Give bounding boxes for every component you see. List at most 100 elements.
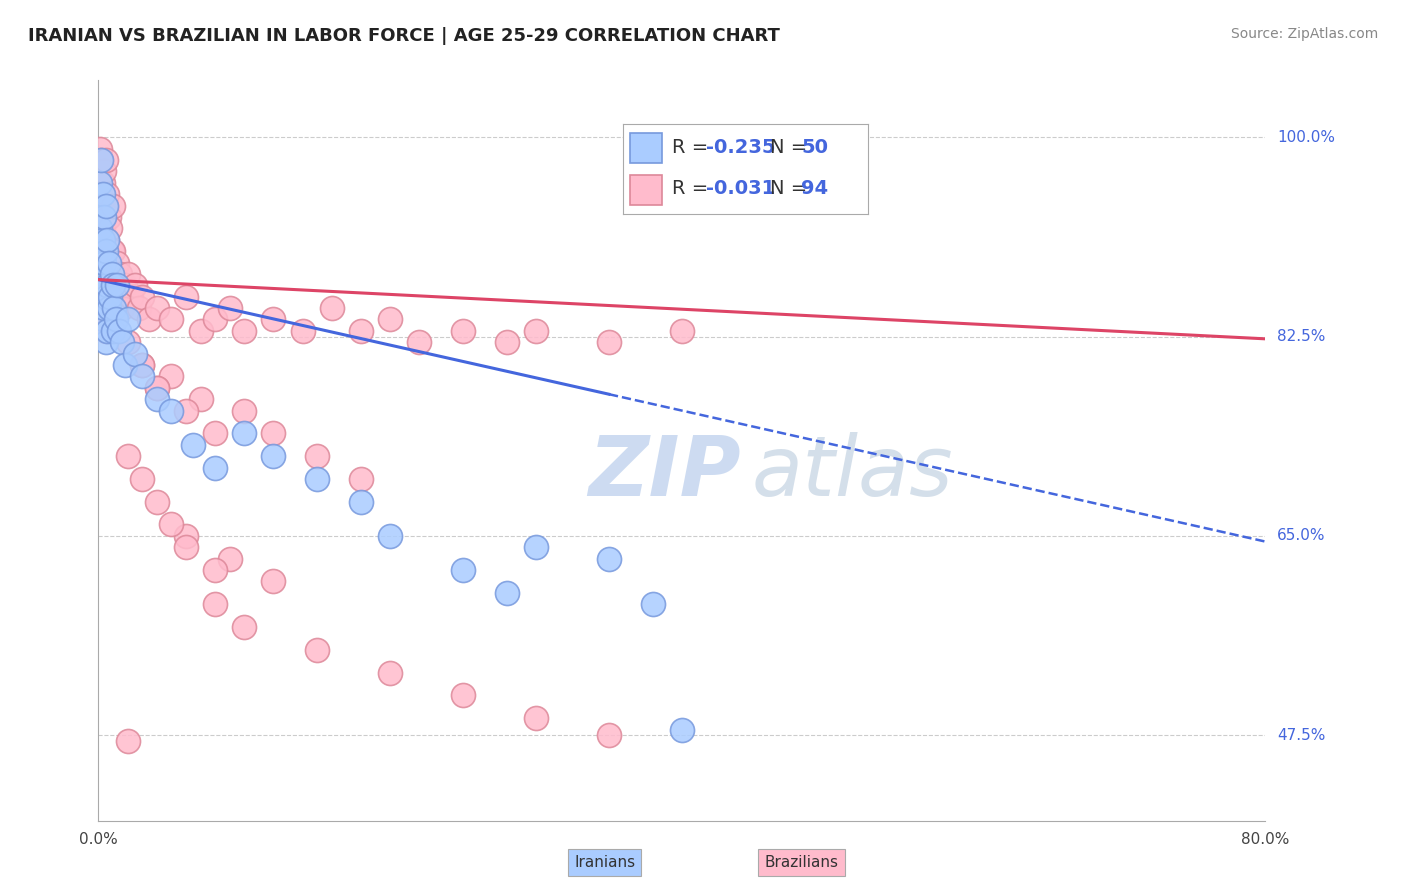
Point xyxy=(103,267,125,281)
Point xyxy=(204,563,226,577)
Point xyxy=(671,723,693,737)
Text: IRANIAN VS BRAZILIAN IN LABOR FORCE | AGE 25-29 CORRELATION CHART: IRANIAN VS BRAZILIAN IN LABOR FORCE | AG… xyxy=(28,27,780,45)
Point xyxy=(174,290,197,304)
Point xyxy=(146,381,169,395)
Point xyxy=(380,665,402,680)
Point xyxy=(100,244,122,259)
Point xyxy=(91,187,114,202)
Point xyxy=(233,324,256,338)
Point xyxy=(98,267,121,281)
Point xyxy=(94,244,117,259)
Point xyxy=(101,244,124,259)
Point xyxy=(671,324,693,338)
Point xyxy=(451,689,474,703)
Point xyxy=(110,267,132,281)
Point xyxy=(108,324,131,338)
Text: 65.0%: 65.0% xyxy=(1277,528,1326,543)
Point xyxy=(204,597,226,611)
Point xyxy=(90,244,112,259)
Point xyxy=(94,244,117,259)
Bar xyxy=(630,133,662,162)
Point xyxy=(598,728,620,742)
Point xyxy=(93,301,115,315)
Point xyxy=(291,324,314,338)
Text: atlas: atlas xyxy=(752,432,953,513)
Point xyxy=(131,358,153,372)
Point xyxy=(90,198,112,212)
Point xyxy=(91,176,114,190)
Point xyxy=(91,312,114,326)
Point xyxy=(97,255,120,269)
Point xyxy=(91,312,114,326)
Point xyxy=(262,426,284,441)
Point xyxy=(96,278,118,293)
Point xyxy=(233,403,256,417)
Point xyxy=(524,711,547,725)
Text: R =: R = xyxy=(672,179,714,198)
Point xyxy=(117,335,139,350)
Point xyxy=(103,301,125,315)
Point xyxy=(181,438,204,452)
Point xyxy=(496,335,519,350)
Point xyxy=(90,290,112,304)
Point xyxy=(100,267,122,281)
Point xyxy=(350,494,373,508)
Text: 50: 50 xyxy=(801,138,828,157)
Text: N =: N = xyxy=(769,179,813,198)
Point xyxy=(100,290,122,304)
Text: Iranians: Iranians xyxy=(574,855,636,870)
Point xyxy=(190,324,212,338)
Point xyxy=(233,620,256,634)
Point xyxy=(90,278,112,293)
Point xyxy=(96,233,118,247)
Point xyxy=(190,392,212,407)
Point xyxy=(94,290,117,304)
Text: Source: ZipAtlas.com: Source: ZipAtlas.com xyxy=(1230,27,1378,41)
Point xyxy=(108,290,131,304)
Point xyxy=(94,153,117,167)
Point xyxy=(89,142,111,156)
Point xyxy=(91,221,114,235)
Point xyxy=(101,290,124,304)
Text: -0.031: -0.031 xyxy=(706,179,775,198)
Point xyxy=(117,449,139,463)
Point xyxy=(89,233,111,247)
Point xyxy=(105,255,128,269)
Point xyxy=(94,198,117,212)
Point xyxy=(96,278,118,293)
Point xyxy=(160,403,183,417)
Point xyxy=(97,255,120,269)
Point xyxy=(101,198,124,212)
Point xyxy=(131,369,153,384)
Text: 100.0%: 100.0% xyxy=(1277,129,1336,145)
Point xyxy=(93,255,115,269)
Point xyxy=(233,426,256,441)
Point xyxy=(114,278,136,293)
Point xyxy=(124,278,146,293)
Point xyxy=(104,312,127,326)
Text: Brazilians: Brazilians xyxy=(765,855,838,870)
Point xyxy=(120,290,142,304)
Point xyxy=(496,586,519,600)
Point xyxy=(93,301,115,315)
Text: -0.235: -0.235 xyxy=(706,138,775,157)
Point xyxy=(128,301,150,315)
Point xyxy=(90,153,112,167)
Point xyxy=(451,563,474,577)
Point xyxy=(117,734,139,748)
Point xyxy=(160,369,183,384)
Point xyxy=(91,278,114,293)
Point xyxy=(131,358,153,372)
Point xyxy=(124,346,146,360)
Point xyxy=(380,312,402,326)
Text: 47.5%: 47.5% xyxy=(1277,728,1326,743)
Point xyxy=(350,324,373,338)
Point xyxy=(350,472,373,486)
Point xyxy=(111,335,134,350)
Point xyxy=(96,324,118,338)
Point xyxy=(97,301,120,315)
Point xyxy=(146,301,169,315)
Point xyxy=(94,198,117,212)
Point xyxy=(321,301,343,315)
Point xyxy=(146,494,169,508)
